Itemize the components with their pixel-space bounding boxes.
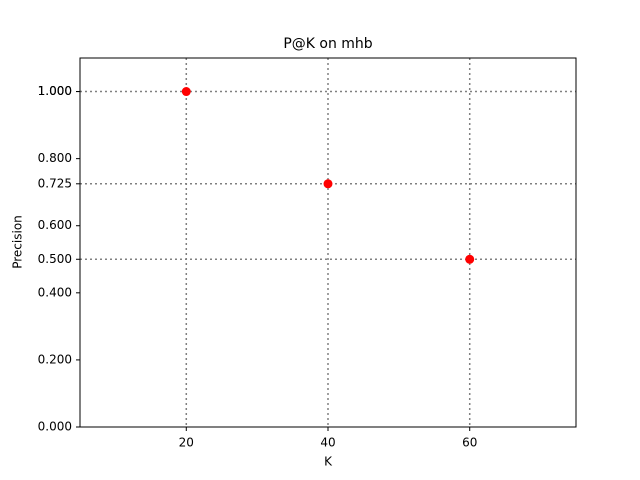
- point: [465, 254, 475, 264]
- y-tick-label: 1.000: [38, 84, 72, 98]
- point: [181, 87, 191, 97]
- y-tick-label: 0.400: [38, 285, 72, 299]
- x-tick-label: 20: [179, 436, 194, 450]
- plot-frame: [79, 57, 577, 428]
- chart-title: P@K on mhb: [283, 36, 372, 52]
- y-tick-label: 0.600: [38, 218, 72, 232]
- y-tick-label: 0.200: [38, 352, 72, 366]
- y-tick-label: 0.725: [38, 176, 72, 190]
- y-tick-label: 0.000: [38, 420, 72, 434]
- x-tick-label: 60: [462, 436, 477, 450]
- point: [323, 179, 333, 189]
- y-tick-label: 0.500: [38, 252, 72, 266]
- y-axis-label: Precision: [11, 215, 25, 269]
- x-axis-label: K: [324, 455, 333, 469]
- x-tick-label: 40: [320, 436, 335, 450]
- y-tick-label: 1.000: [38, 84, 72, 98]
- y-tick-label: 0.800: [38, 151, 72, 165]
